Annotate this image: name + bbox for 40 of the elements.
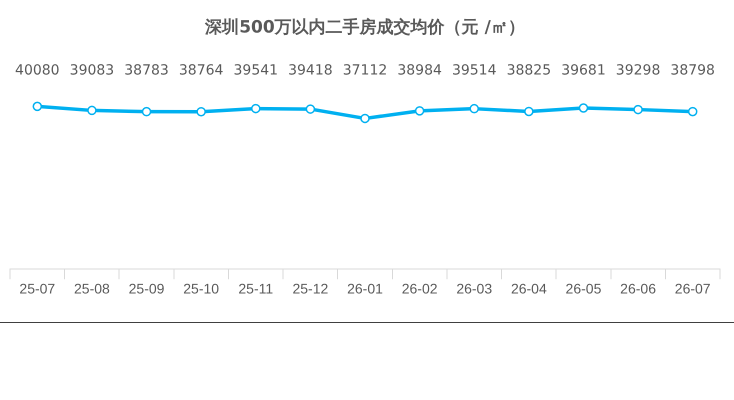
point [469, 104, 479, 114]
x-tick-label: 26-05 [566, 280, 602, 296]
data-label: 38984 [397, 62, 442, 79]
x-tick-label: 25-09 [128, 280, 165, 296]
point [578, 103, 588, 113]
point [688, 106, 698, 116]
data-label: 37112 [342, 62, 388, 79]
data-label: 39418 [288, 62, 333, 79]
point [142, 106, 152, 116]
data-label: 38825 [506, 62, 552, 79]
data-label: 39541 [233, 62, 278, 79]
point [414, 106, 424, 116]
x-tick-label: 25-07 [19, 280, 56, 296]
x-tick-label: 26-04 [510, 280, 547, 296]
data-label: 38798 [670, 62, 715, 79]
x-tick-label: 25-10 [183, 280, 220, 296]
data-label: 40080 [15, 62, 60, 79]
point [306, 104, 316, 114]
point [633, 104, 643, 114]
x-tick-label: 25-12 [292, 280, 328, 296]
data-label: 39083 [70, 62, 114, 79]
x-tick-label: 26-03 [456, 280, 492, 296]
point [524, 106, 534, 116]
data-label: 38783 [124, 62, 169, 79]
x-tick-label: 25-11 [238, 280, 274, 296]
point [196, 106, 206, 116]
data-label: 39298 [616, 62, 660, 79]
chart-title: 深圳500万以内二手房成交均价（元 /㎡） [204, 18, 525, 38]
x-tick-label: 26-01 [347, 280, 384, 296]
x-tick-label: 26-02 [402, 280, 438, 296]
point [251, 104, 261, 114]
x-tick-label: 26-07 [674, 280, 711, 296]
point [87, 106, 97, 116]
data-label: 39681 [561, 62, 606, 79]
x-tick-label: 25-08 [74, 280, 110, 296]
x-tick-label: 26-06 [620, 280, 656, 296]
data-label: 39514 [452, 62, 497, 79]
data-label: 38764 [178, 62, 224, 79]
point [32, 102, 42, 112]
point [360, 114, 370, 124]
